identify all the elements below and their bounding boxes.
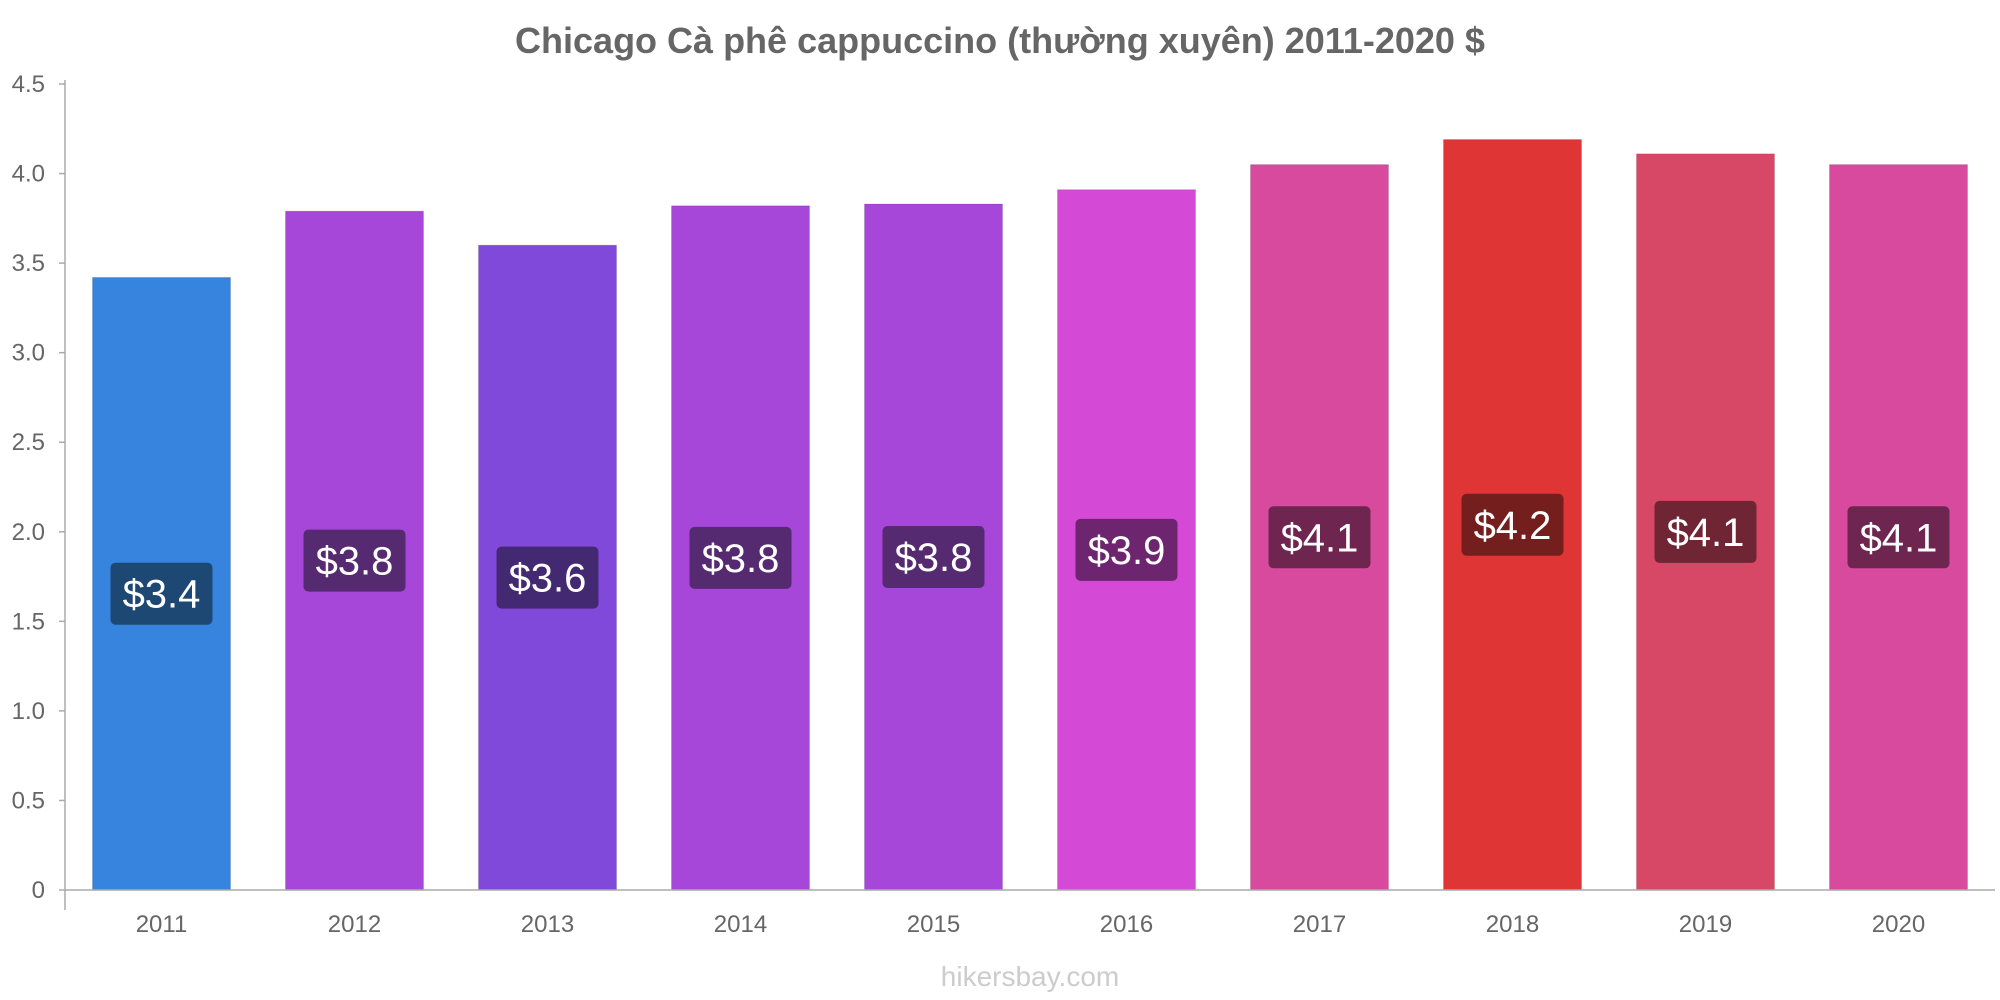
y-tick-label: 0 (32, 877, 45, 904)
x-axis: 2011 2012 2013 2014 2015 2016 2017 2018 2019 2020 (65, 889, 1995, 938)
value-label: $3.4 (123, 573, 201, 617)
y-tick-label: 1.5 (12, 608, 45, 635)
x-tick-label: 2019 (1679, 911, 1732, 938)
value-label-box (1075, 518, 1178, 581)
value-label-box (110, 562, 213, 625)
value-label: $4.2 (1474, 504, 1552, 548)
value-label: $4.1 (1667, 511, 1745, 555)
x-tick-label: 2012 (328, 911, 381, 938)
x-tick-label: 2017 (1293, 911, 1346, 938)
y-tick-label: 2.0 (12, 519, 45, 546)
value-label-box (1461, 493, 1564, 556)
y-tick-label: 3.5 (12, 250, 45, 277)
value-label-box (882, 526, 985, 589)
x-tick-label: 2014 (714, 911, 767, 938)
y-tick-label: 1.0 (12, 698, 45, 725)
y-tick-label: 4.5 (12, 71, 45, 98)
value-label-box (689, 526, 792, 589)
value-label: $3.8 (702, 537, 780, 581)
x-tick-label: 2018 (1486, 911, 1539, 938)
bars: $3.4 $3.8 $3.6 $3.8 $3.8 $3.9 $4.1 $4.2 $4.1 $4.1 (92, 139, 1968, 891)
y-axis: 0 0.5 1.0 1.5 2.0 2.5 3.0 3.5 4.0 4.5 (12, 71, 66, 910)
x-tick-label: 2020 (1872, 911, 1925, 938)
y-tick-label: 0.5 (12, 787, 45, 814)
y-tick-label: 3.0 (12, 340, 45, 367)
x-tick-label: 2013 (521, 911, 574, 938)
value-label-box (1268, 506, 1371, 569)
value-label: $3.9 (1088, 529, 1166, 573)
value-label: $4.1 (1281, 516, 1359, 560)
value-label: $3.6 (509, 557, 587, 601)
value-label-box (496, 546, 599, 609)
x-tick-label: 2015 (907, 911, 960, 938)
x-tick-label: 2016 (1100, 911, 1153, 938)
value-label: $3.8 (895, 536, 973, 580)
value-label: $4.1 (1860, 516, 1938, 560)
value-label-box (1847, 506, 1950, 569)
value-label: $3.8 (316, 540, 394, 584)
chart-title: Chicago Cà phê cappuccino (thường xuyên)… (515, 20, 1485, 61)
x-tick-label: 2011 (136, 911, 188, 938)
value-label-box (303, 529, 406, 592)
y-tick-label: 2.5 (12, 429, 45, 456)
watermark: hikersbay.com (941, 961, 1119, 992)
value-label-box (1654, 500, 1757, 563)
y-tick-label: 4.0 (12, 161, 45, 188)
